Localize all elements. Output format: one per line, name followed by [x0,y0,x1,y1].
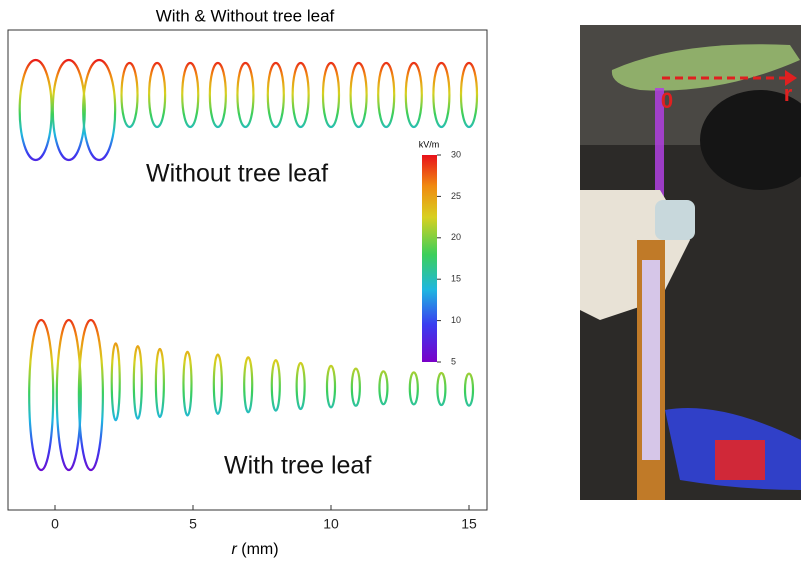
field-loop [325,364,337,409]
field-loop [270,359,281,412]
colorbar-tick-label: 25 [451,191,461,201]
field-loop [18,58,53,162]
field-loop [243,356,254,414]
x-axis-label: r (mm) [231,541,278,558]
chart-title: With & Without tree leaf [156,6,335,25]
field-loop [28,318,55,472]
field-loop [82,58,117,162]
field-loop [408,371,419,406]
field-loop [295,361,306,411]
field-loop [148,61,167,129]
photo-label: 0 [661,88,673,113]
x-tick-label: 10 [323,516,339,532]
field-loop [378,370,389,406]
field-loop [377,61,396,129]
field-loop [349,61,368,129]
x-label-symbol: r [231,541,237,558]
colorbar-tick-label: 20 [451,232,461,242]
field-loop [208,61,227,129]
field-loop [110,342,121,422]
colorbar-label: kV/m [419,139,440,149]
plot-frame [7,29,488,511]
colorbar-tick-label: 5 [451,356,456,366]
field-loop [432,61,451,129]
field-loop [55,318,82,472]
x-tick-label: 15 [461,516,477,532]
x-tick-label: 5 [189,516,197,532]
x-tick-label: 0 [51,516,59,532]
colorbar-tick-label: 10 [451,315,461,325]
photo: 0 r [580,25,801,500]
field-loop [459,61,479,129]
field-loop [120,61,139,129]
annotation: Without tree leaf [146,160,328,188]
field-loop [181,61,200,129]
field-loop [436,371,447,407]
field-loop [404,61,423,129]
x-label-unit: (mm) [241,541,278,558]
colorbar-tick-label: 30 [451,149,461,159]
colorbar [422,155,437,362]
field-loop [212,353,223,415]
field-loop [154,347,165,419]
field-loop [132,345,143,420]
field-loop [182,350,193,417]
field-loop [350,367,361,407]
field-loop [266,61,285,129]
annotation: With tree leaf [224,452,371,480]
field-loop [463,372,475,407]
field-loop [321,61,341,129]
field-loop [236,61,255,129]
field-loop [291,61,310,129]
colorbar-tick-label: 15 [451,274,461,284]
field-loop [77,318,104,472]
photo-label: r [784,81,793,106]
field-loop [51,58,86,162]
